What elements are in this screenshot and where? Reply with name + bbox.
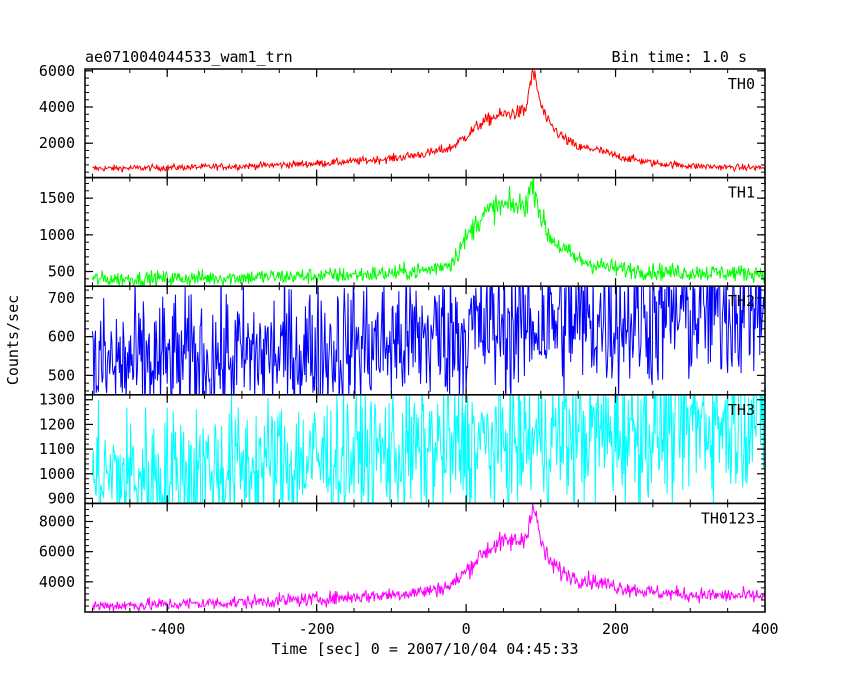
panel-label-th1: TH1 bbox=[728, 184, 755, 202]
x-tick-label: 0 bbox=[462, 620, 471, 638]
panel-label-th3: TH3 bbox=[728, 401, 755, 419]
series-line-th3 bbox=[91, 394, 765, 504]
y-tick-label: 900 bbox=[48, 489, 75, 507]
y-tick-label: 4000 bbox=[39, 573, 75, 591]
panel-frame-th0 bbox=[84, 68, 766, 179]
series-line-th1 bbox=[91, 177, 765, 287]
panel-label-th0: TH0 bbox=[728, 75, 755, 93]
panel-label-th0123: TH0123 bbox=[701, 509, 755, 527]
y-tick-label: 1300 bbox=[39, 391, 75, 409]
x-axis-label: Time [sec] 0 = 2007/10/04 04:45:33 bbox=[271, 640, 578, 658]
y-tick-label: 500 bbox=[48, 366, 75, 384]
series-line-th0 bbox=[92, 69, 765, 173]
x-tick-label: -400 bbox=[149, 620, 185, 638]
y-tick-label: 2000 bbox=[39, 134, 75, 152]
y-tick-label: 600 bbox=[48, 328, 75, 346]
x-tick-label: 400 bbox=[751, 620, 778, 638]
series-line-th0123 bbox=[92, 503, 765, 612]
y-axis-label: Counts/sec bbox=[4, 295, 22, 385]
y-tick-label: 6000 bbox=[39, 62, 75, 80]
chart-title: ae071004044533_wam1_trn bbox=[85, 48, 293, 66]
x-tick-label: 200 bbox=[602, 620, 629, 638]
bin-time-label: Bin time: 1.0 s bbox=[612, 48, 747, 66]
series-line-th2 bbox=[91, 286, 765, 395]
y-tick-label: 700 bbox=[48, 289, 75, 307]
y-tick-label: 4000 bbox=[39, 98, 75, 116]
y-tick-label: 1100 bbox=[39, 440, 75, 458]
y-tick-label: 500 bbox=[48, 263, 75, 281]
y-tick-label: 8000 bbox=[39, 513, 75, 531]
x-tick-label: -200 bbox=[299, 620, 335, 638]
y-tick-label: 1500 bbox=[39, 189, 75, 207]
panel-label-th2: TH2 bbox=[728, 292, 755, 310]
y-tick-label: 6000 bbox=[39, 543, 75, 561]
y-tick-label: 1200 bbox=[39, 415, 75, 433]
y-tick-label: 1000 bbox=[39, 465, 75, 483]
y-tick-label: 1000 bbox=[39, 226, 75, 244]
